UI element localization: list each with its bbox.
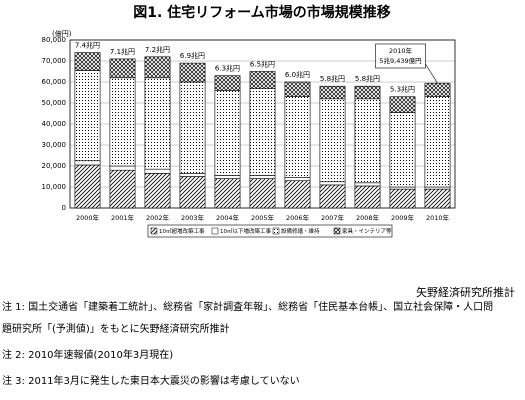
x-tick-label: 2005年 <box>251 213 275 222</box>
x-tick-label: 2000年 <box>76 213 100 222</box>
x-tick-label: 2007年 <box>321 213 345 222</box>
y-tick-label: 30,000 <box>42 141 67 149</box>
note: 注 1: 国土交通省「建築着工統計」、総務省「家計調査年報」、総務省「住民基本台… <box>2 302 494 313</box>
bar-segment <box>214 75 241 91</box>
bar-segment <box>109 169 136 209</box>
legend-swatch <box>211 227 219 235</box>
bar-segment <box>389 188 416 209</box>
y-tick-label: 10,000 <box>42 183 67 191</box>
note: 注 3: 2011年3月に発生した東日本大震災の影響は考慮していない <box>2 376 300 387</box>
x-tick-label: 2008年 <box>356 213 380 222</box>
bar-segment <box>74 164 101 209</box>
x-tick-label: 2003年 <box>181 213 205 222</box>
chart-title: 図1. 住宅リフォーム市場の市場規模推移 <box>133 4 391 21</box>
bar-segment <box>179 173 206 177</box>
bar-segment <box>389 96 416 113</box>
legend-box <box>147 224 393 238</box>
legend-label: 設備修繕・維持 <box>281 227 320 235</box>
x-tick-label: 2004年 <box>216 213 240 222</box>
bar-segment <box>284 96 311 178</box>
y-tick-label: 40,000 <box>42 120 67 128</box>
x-tick-label: 2001年 <box>111 213 135 222</box>
bar-segment <box>284 177 311 182</box>
x-tick-label: 2006年 <box>286 213 310 222</box>
total-label: 7.4兆円 <box>75 41 100 50</box>
bar-segment <box>144 173 171 209</box>
bar-segment <box>354 85 381 100</box>
bar-segment <box>74 160 101 166</box>
y-tick-label: 50,000 <box>42 99 67 107</box>
bar-segment <box>354 185 381 209</box>
bar-segment <box>144 77 171 170</box>
total-label: 7.1兆円 <box>110 47 135 56</box>
bar-segment <box>319 181 346 186</box>
bar-segment <box>424 96 451 188</box>
bar-segment <box>249 71 276 89</box>
y-tick-label: 0 <box>62 204 66 212</box>
bar-segment <box>249 178 276 209</box>
bar-segment <box>179 81 206 174</box>
legend-label: 10㎡超増改築工事 <box>159 227 205 235</box>
bar-segment <box>354 98 381 184</box>
y-tick-label: 80,000 <box>42 36 67 44</box>
chart: 図1. 住宅リフォーム市場の市場規模推移 (億円) 0 10,000 20,000 3… <box>42 4 456 238</box>
bar-segment <box>179 176 206 209</box>
bar-segment <box>354 182 381 187</box>
bar-segment <box>214 178 241 209</box>
x-tick-label: 2002年 <box>146 213 170 222</box>
legend-swatch <box>272 227 280 235</box>
total-label: 7.2兆円 <box>145 45 170 54</box>
total-label: 5.3兆円 <box>390 85 415 94</box>
bar-segment <box>144 168 171 174</box>
bar-segment <box>109 77 136 167</box>
bar-segment <box>144 56 171 79</box>
bar-segment <box>109 165 136 171</box>
bar-segment <box>249 88 276 176</box>
total-label: 6.5兆円 <box>250 60 275 69</box>
y-unit: (億円) <box>52 29 72 38</box>
legend-swatch <box>150 227 158 235</box>
bar-segment <box>284 180 311 209</box>
bar-segment <box>424 186 451 190</box>
bar-segment <box>284 81 311 97</box>
bar-segment <box>214 175 241 179</box>
y-tick-label: 70,000 <box>42 57 67 65</box>
bar-segment <box>74 52 101 71</box>
legend-label: 10㎡以下増改築工事 <box>220 227 271 235</box>
total-label: 5.8兆円 <box>355 74 380 83</box>
total-label: 5.8兆円 <box>320 74 345 83</box>
total-label: 6.9兆円 <box>180 51 205 60</box>
bar-segment <box>319 98 346 183</box>
bar-segment <box>74 70 101 162</box>
total-label: 6.3兆円 <box>215 64 240 73</box>
callout-box <box>375 43 426 69</box>
total-label: 6.0兆円 <box>285 70 310 79</box>
note: 題研究所「(予測値)」をもとに矢野経済研究所推計 <box>2 324 230 335</box>
bar-segment <box>319 85 346 100</box>
bar-segment <box>389 186 416 190</box>
x-tick-label: 2009年 <box>391 213 415 222</box>
legend-swatch <box>333 227 341 235</box>
bar-segment <box>319 184 346 209</box>
callout-text: 5兆9,439億円 <box>379 56 421 65</box>
y-tick-label: 60,000 <box>42 78 67 86</box>
source: 矢野経済研究所推計 <box>416 286 515 299</box>
callout-leader <box>425 63 438 84</box>
bar-segment <box>424 82 451 98</box>
bar-segment <box>389 112 416 188</box>
callout-text: 2010年 <box>389 46 413 55</box>
y-tick-label: 20,000 <box>42 162 67 170</box>
bar-segment <box>179 62 206 83</box>
x-tick-label: 2010年 <box>426 213 450 222</box>
bar-segment <box>109 58 136 79</box>
bar-segment <box>424 188 451 209</box>
legend-label: 家具・インテリア等 <box>342 227 392 235</box>
bar-segment <box>249 175 276 179</box>
note: 注 2: 2010年速報値(2010年3月現在) <box>2 350 174 361</box>
bar-segment <box>214 90 241 176</box>
